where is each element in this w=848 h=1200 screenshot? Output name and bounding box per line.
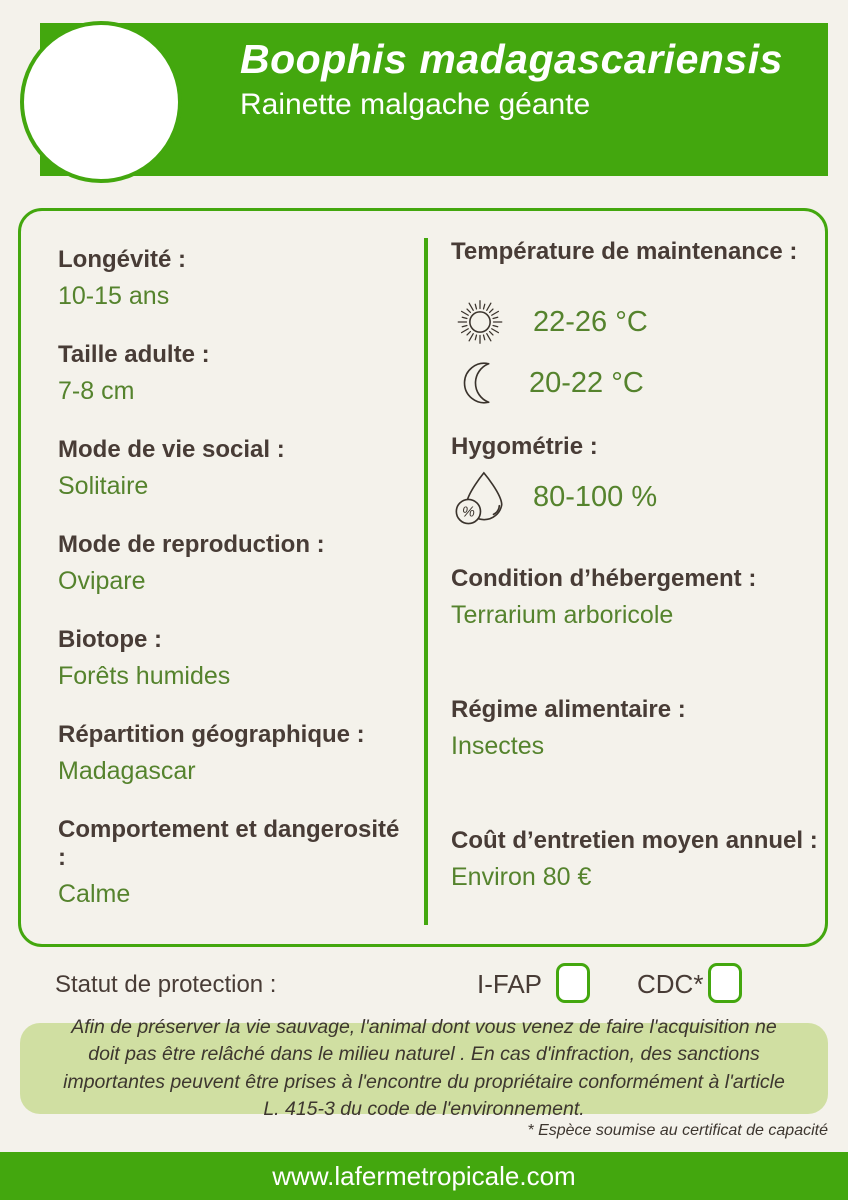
cost-label: Coût d’entretien moyen annuel : xyxy=(451,827,818,854)
footer-band: www.lafermetropicale.com xyxy=(0,1152,848,1200)
field-adult-size: Taille adulte : 7-8 cm xyxy=(58,341,413,406)
housing-label: Condition d’hébergement : xyxy=(451,565,757,592)
field-biotope: Biotope : Forêts humides xyxy=(58,626,413,691)
temperature-label: Température de maintenance : xyxy=(451,238,798,265)
field-label: Taille adulte : xyxy=(58,341,210,368)
hygrometry-row: % 80-100 % xyxy=(451,469,823,525)
hygrometry-label: Hygométrie : xyxy=(451,433,598,460)
day-temperature-value: 22-26 °C xyxy=(533,305,648,338)
protection-status-label: Statut de protection : xyxy=(55,971,277,998)
field-label: Répartition géographique : xyxy=(58,721,365,748)
field-value: Madagascar xyxy=(58,757,196,785)
left-column: Longévité : 10-15 ans Taille adulte : 7-… xyxy=(58,246,413,939)
hygrometry-value: 80-100 % xyxy=(533,480,658,513)
legal-disclaimer-text: Afin de préserver la vie sauvage, l'anim… xyxy=(63,1015,785,1121)
field-label: Comportement et dangerosité : xyxy=(58,816,400,871)
ifap-label: I-FAP xyxy=(477,969,543,999)
night-temperature-row: 20-22 °C xyxy=(451,357,823,409)
humidity-droplet-icon: % xyxy=(451,469,509,525)
field-reproduction: Mode de reproduction : Ovipare xyxy=(58,531,413,596)
website-link[interactable]: www.lafermetropicale.com xyxy=(272,1160,576,1191)
field-social-mode: Mode de vie social : Solitaire xyxy=(58,436,413,501)
legal-disclaimer-box: Afin de préserver la vie sauvage, l'anim… xyxy=(20,1016,828,1120)
cdc-checkbox[interactable] xyxy=(708,963,742,1003)
species-common-name: Rainette malgache géante xyxy=(240,88,591,122)
field-value: 10-15 ans xyxy=(58,282,170,310)
field-label: Biotope : xyxy=(58,626,162,653)
column-divider xyxy=(424,238,428,925)
field-geographic-range: Répartition géographique : Madagascar xyxy=(58,721,413,786)
moon-icon xyxy=(451,357,505,409)
cdc-label: CDC* xyxy=(637,969,704,999)
percent-glyph: % xyxy=(462,504,475,520)
cost-value: Environ 80 € xyxy=(451,863,592,891)
species-scientific-name: Boophis madagascariensis xyxy=(240,36,783,82)
field-value: Solitaire xyxy=(58,472,149,500)
certificate-footnote: * Espèce soumise au certificat de capaci… xyxy=(527,1122,828,1139)
ifap-checkbox[interactable] xyxy=(556,963,590,1003)
field-value: Forêts humides xyxy=(58,662,231,690)
field-label: Mode de reproduction : xyxy=(58,531,325,558)
field-value: 7-8 cm xyxy=(58,377,135,405)
diet-value: Insectes xyxy=(451,732,545,760)
care-sheet-card: Longévité : 10-15 ans Taille adulte : 7-… xyxy=(18,208,828,947)
field-longevity: Longévité : 10-15 ans xyxy=(58,246,413,311)
sun-icon xyxy=(451,293,509,351)
field-behavior: Comportement et dangerosité : Calme xyxy=(58,816,413,909)
diet-label: Régime alimentaire : xyxy=(451,696,686,723)
species-photo-placeholder xyxy=(20,21,182,183)
right-column: Température de maintenance : xyxy=(451,238,823,892)
field-value: Ovipare xyxy=(58,567,146,595)
field-label: Longévité : xyxy=(58,246,187,273)
field-value: Calme xyxy=(58,880,131,908)
day-temperature-row: 22-26 °C xyxy=(451,293,823,351)
housing-value: Terrarium arboricole xyxy=(451,601,674,629)
night-temperature-value: 20-22 °C xyxy=(529,366,644,399)
field-label: Mode de vie social : xyxy=(58,436,285,463)
